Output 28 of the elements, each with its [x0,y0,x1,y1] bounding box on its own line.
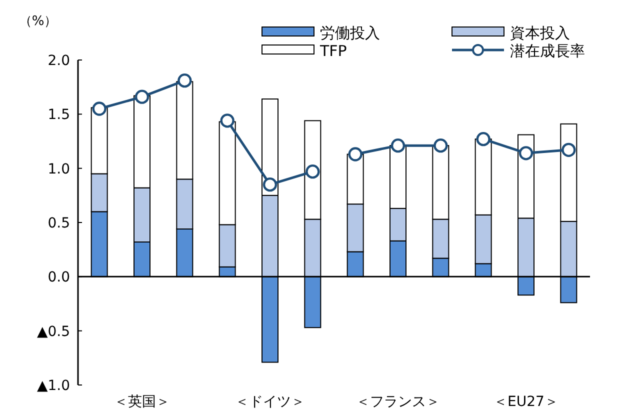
y-tick-label: 1.0 [48,161,70,178]
x-tick-label: ＜英国＞ [114,394,170,410]
y-tick-label: ▲0.5 [36,324,70,340]
point [92,102,106,116]
legend-label: 労働投入 [320,24,380,42]
legend-label: 資本投入 [510,24,570,42]
point [134,90,150,104]
point [220,114,234,128]
x-tick-label: ＜EU27＞ [494,394,558,410]
y-tick-label: 2.0 [48,53,70,69]
x-tick-label: ＜フランス＞ [356,394,440,410]
point [178,73,192,88]
point [518,146,534,160]
y-tick-label: 0.0 [48,270,70,286]
point [306,164,320,179]
y-tick-label: ▲1.0 [36,378,70,394]
point [434,138,448,153]
point [348,147,362,162]
x-tick-label: ＜ドイツ＞ [235,394,305,410]
legend-label: TFP [319,42,347,60]
point [262,177,278,192]
point [390,138,406,153]
y-axis-title: （%） [18,14,58,29]
point [476,132,490,146]
point [562,142,576,158]
legend-label: 潜在成長率 [510,42,585,60]
y-tick-label: 0.5 [48,216,70,232]
y-tick-label: 1.5 [48,107,70,124]
